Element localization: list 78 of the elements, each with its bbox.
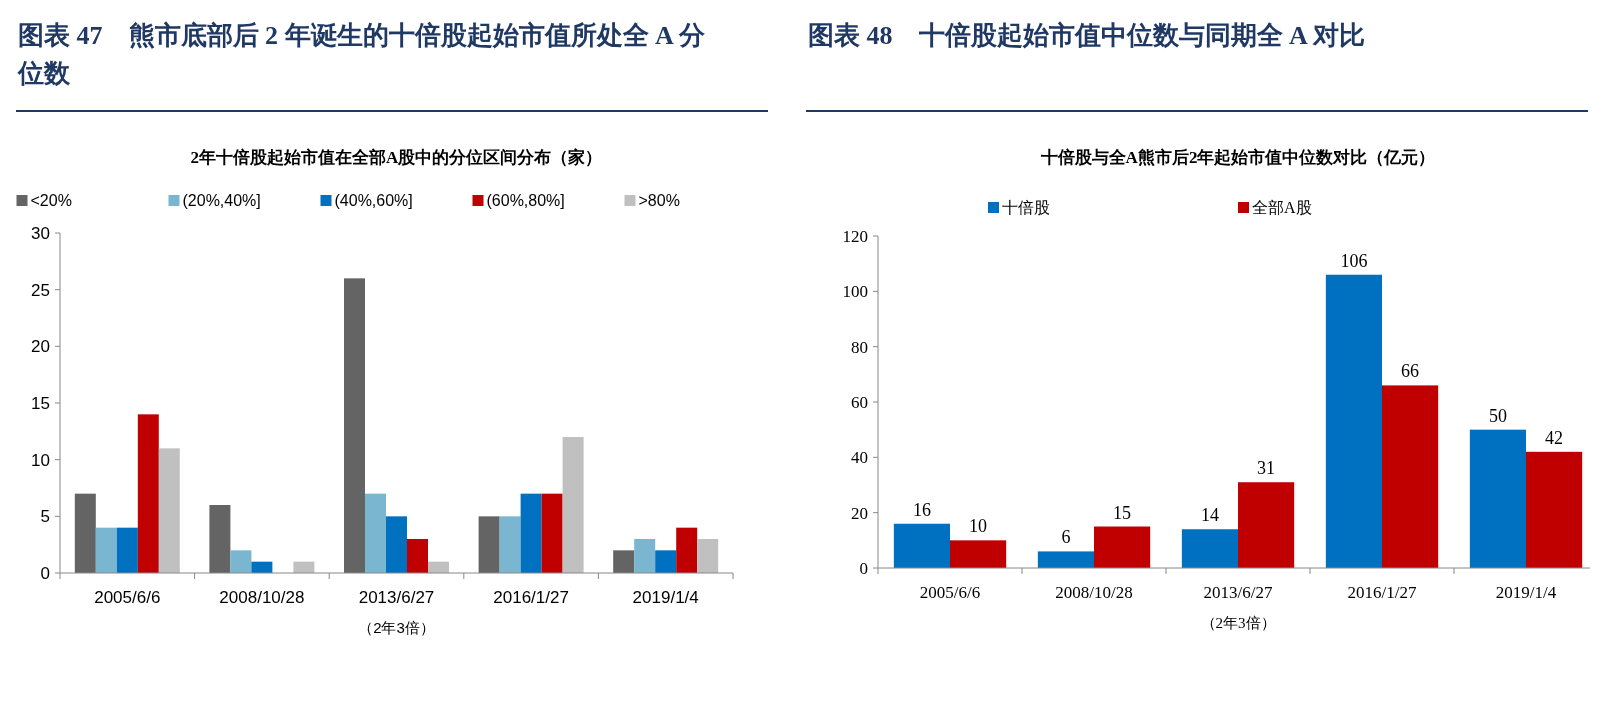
bar (230, 550, 252, 573)
chart-title: 图表 48 十倍股起始市值中位数与同期全 A 对比 (808, 21, 1365, 50)
bar (344, 278, 365, 573)
bar (634, 539, 656, 573)
bar (1181, 529, 1238, 568)
bar (499, 516, 521, 573)
bar (209, 505, 231, 573)
bar (1238, 482, 1295, 568)
legend-label: 十倍股 (1002, 199, 1050, 216)
legend-label: <20% (30, 192, 72, 209)
bar (1325, 274, 1382, 568)
bar (1094, 526, 1151, 568)
bar (697, 539, 719, 573)
data-label: 50 (1488, 405, 1507, 426)
legend-label: >80% (638, 192, 680, 209)
bar (950, 540, 1007, 568)
x-tick-label: 2013/6/27 (358, 588, 435, 607)
y-tick-label: 20 (851, 503, 868, 523)
chart-subtitle: 2年十倍股起始市值在全部A股中的分位区间分布（家） (190, 148, 603, 167)
y-tick-label: 0 (859, 559, 868, 578)
y-tick-label: 30 (31, 224, 50, 243)
bar (407, 539, 428, 573)
chart-subtitle: 十倍股与全A熊市后2年起始市值中位数对比（亿元） (1039, 148, 1436, 167)
x-tick-label: 2019/1/4 (1495, 583, 1557, 602)
y-tick-label: 40 (851, 448, 868, 468)
bar (613, 550, 635, 573)
bar (158, 448, 180, 573)
bar (478, 516, 500, 573)
data-label: 14 (1200, 505, 1219, 526)
data-label: 15 (1113, 502, 1132, 523)
x-tick-label: 2013/6/27 (1203, 583, 1273, 602)
y-tick-label: 100 (842, 282, 868, 302)
x-tick-label: 2016/1/27 (493, 588, 569, 607)
bar (520, 493, 542, 573)
y-tick-label: 80 (851, 337, 868, 357)
y-tick-label: 120 (842, 227, 868, 246)
bar (676, 527, 698, 573)
x-axis-title: （2年3倍） (1200, 615, 1276, 631)
bar (386, 516, 407, 573)
y-tick-label: 20 (31, 337, 50, 357)
bar (541, 493, 563, 573)
legend-label: (40%,60%] (334, 192, 413, 209)
data-label: 6 (1061, 527, 1071, 548)
y-tick-label: 5 (40, 507, 50, 527)
bar (655, 550, 677, 573)
bar (562, 437, 584, 573)
y-tick-label: 0 (40, 564, 50, 583)
data-label: 42 (1545, 427, 1564, 448)
chart-title: 图表 47 熊市底部后 2 年诞生的十倍股起始市值所处全 A 分位数 (17, 21, 706, 88)
x-tick-label: 2005/6/6 (919, 583, 981, 602)
bar (365, 493, 386, 573)
bar (116, 527, 138, 573)
y-tick-label: 25 (31, 280, 50, 300)
x-axis-title: （2年3倍） (358, 619, 435, 636)
data-label: 16 (912, 499, 931, 520)
y-tick-label: 60 (851, 393, 868, 412)
x-tick-label: 2008/10/28 (219, 588, 305, 607)
x-tick-label: 2016/1/27 (1347, 583, 1417, 602)
bar (74, 493, 96, 573)
bar (137, 414, 159, 573)
bar (95, 527, 117, 573)
data-label: 106 (1340, 250, 1368, 271)
x-tick-label: 2008/10/28 (1055, 583, 1133, 602)
legend-label: (60%,80%] (486, 192, 565, 209)
y-tick-label: 15 (31, 394, 50, 413)
data-label: 10 (969, 516, 988, 537)
legend-label: 全部A股 (1252, 199, 1312, 216)
data-label: 66 (1401, 361, 1420, 382)
bar (1037, 551, 1094, 568)
x-tick-label: 2005/6/6 (94, 588, 161, 607)
bar (1526, 451, 1583, 568)
bar (1469, 429, 1526, 568)
bar (893, 523, 950, 568)
bar (1382, 385, 1439, 568)
data-label: 31 (1257, 458, 1276, 479)
legend-label: (20%,40%] (182, 192, 261, 209)
x-tick-label: 2019/1/4 (632, 588, 699, 607)
y-tick-label: 10 (31, 450, 50, 470)
